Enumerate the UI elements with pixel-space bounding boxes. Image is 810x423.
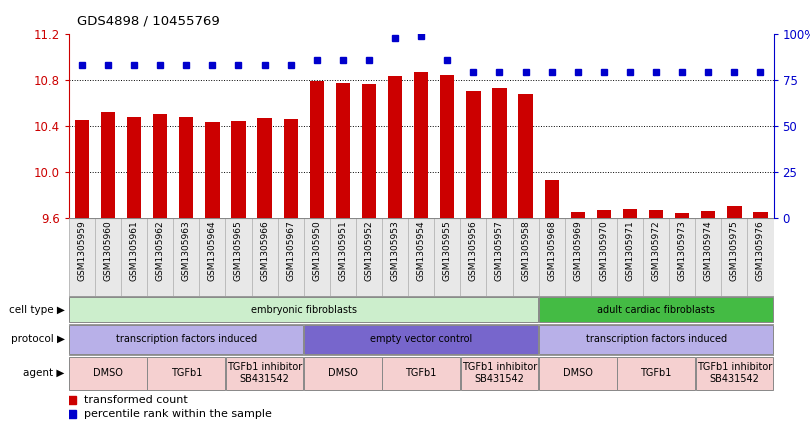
Text: agent ▶: agent ▶ — [23, 368, 65, 378]
Bar — [69, 357, 147, 390]
Text: GSM1305959: GSM1305959 — [78, 220, 87, 281]
Bar — [304, 325, 539, 354]
Bar — [382, 357, 460, 390]
Text: GSM1305950: GSM1305950 — [313, 220, 322, 281]
Bar — [335, 83, 350, 218]
Bar — [753, 212, 768, 218]
Text: adult cardiac fibroblasts: adult cardiac fibroblasts — [597, 305, 715, 315]
Bar — [75, 120, 89, 218]
Text: GSM1305965: GSM1305965 — [234, 220, 243, 281]
Text: GDS4898 / 10455769: GDS4898 / 10455769 — [77, 14, 220, 27]
Text: GSM1305963: GSM1305963 — [181, 220, 191, 281]
Bar — [69, 325, 304, 354]
Bar — [284, 119, 298, 218]
Bar — [179, 117, 194, 218]
Text: TGFb1: TGFb1 — [641, 368, 671, 378]
Text: TGFb1: TGFb1 — [171, 368, 202, 378]
Text: GSM1305952: GSM1305952 — [364, 220, 373, 281]
Text: DMSO: DMSO — [563, 368, 593, 378]
Bar — [226, 357, 304, 390]
Bar — [362, 85, 376, 218]
Bar — [518, 93, 533, 218]
Text: TGFb1 inhibitor
SB431542: TGFb1 inhibitor SB431542 — [697, 363, 772, 384]
Text: GSM1305955: GSM1305955 — [443, 220, 452, 281]
Text: GSM1305953: GSM1305953 — [390, 220, 399, 281]
Text: GSM1305974: GSM1305974 — [704, 220, 713, 281]
Bar — [539, 325, 774, 354]
Bar — [539, 297, 774, 322]
Bar — [309, 81, 324, 218]
Bar — [304, 357, 382, 390]
Bar — [539, 357, 616, 390]
Bar — [467, 91, 480, 218]
Text: protocol ▶: protocol ▶ — [11, 335, 65, 344]
Text: GSM1305971: GSM1305971 — [625, 220, 634, 281]
Text: GSM1305976: GSM1305976 — [756, 220, 765, 281]
Bar — [461, 357, 539, 390]
Text: GSM1305968: GSM1305968 — [548, 220, 556, 281]
Bar — [147, 357, 225, 390]
Bar — [100, 112, 115, 218]
Text: GSM1305964: GSM1305964 — [208, 220, 217, 281]
Bar — [597, 210, 611, 218]
Bar — [675, 213, 689, 218]
Text: TGFb1 inhibitor
SB431542: TGFb1 inhibitor SB431542 — [462, 363, 537, 384]
Bar — [623, 209, 637, 218]
Text: GSM1305960: GSM1305960 — [104, 220, 113, 281]
Text: GSM1305954: GSM1305954 — [416, 220, 426, 281]
Text: transcription factors induced: transcription factors induced — [116, 335, 257, 344]
Text: GSM1305975: GSM1305975 — [730, 220, 739, 281]
Text: DMSO: DMSO — [328, 368, 358, 378]
Text: GSM1305958: GSM1305958 — [521, 220, 530, 281]
Bar — [544, 180, 559, 218]
Text: transformed count: transformed count — [84, 395, 188, 404]
Bar — [205, 122, 220, 218]
Text: GSM1305972: GSM1305972 — [651, 220, 661, 281]
Bar — [570, 212, 585, 218]
Bar — [414, 72, 428, 218]
Text: transcription factors induced: transcription factors induced — [586, 335, 727, 344]
Bar — [727, 206, 742, 218]
Bar — [232, 121, 245, 218]
Bar — [617, 357, 695, 390]
Text: percentile rank within the sample: percentile rank within the sample — [84, 409, 272, 419]
Text: GSM1305966: GSM1305966 — [260, 220, 269, 281]
Text: GSM1305957: GSM1305957 — [495, 220, 504, 281]
Text: GSM1305970: GSM1305970 — [599, 220, 608, 281]
Text: GSM1305962: GSM1305962 — [156, 220, 164, 281]
Bar — [701, 211, 715, 218]
Bar — [258, 118, 272, 218]
Bar — [492, 88, 507, 218]
Text: GSM1305956: GSM1305956 — [469, 220, 478, 281]
Bar — [69, 297, 539, 322]
Text: GSM1305973: GSM1305973 — [678, 220, 687, 281]
Bar — [440, 75, 454, 218]
Text: embryonic fibroblasts: embryonic fibroblasts — [251, 305, 356, 315]
Text: GSM1305951: GSM1305951 — [339, 220, 347, 281]
Bar — [388, 77, 403, 218]
Text: TGFb1: TGFb1 — [406, 368, 437, 378]
Bar — [696, 357, 774, 390]
Text: DMSO: DMSO — [93, 368, 123, 378]
Text: GSM1305969: GSM1305969 — [573, 220, 582, 281]
Text: empty vector control: empty vector control — [370, 335, 472, 344]
Text: TGFb1 inhibitor
SB431542: TGFb1 inhibitor SB431542 — [227, 363, 302, 384]
Bar — [153, 114, 168, 218]
Text: GSM1305961: GSM1305961 — [130, 220, 139, 281]
Bar — [649, 210, 663, 218]
Text: GSM1305967: GSM1305967 — [286, 220, 295, 281]
Bar — [127, 117, 141, 218]
Text: cell type ▶: cell type ▶ — [9, 305, 65, 315]
